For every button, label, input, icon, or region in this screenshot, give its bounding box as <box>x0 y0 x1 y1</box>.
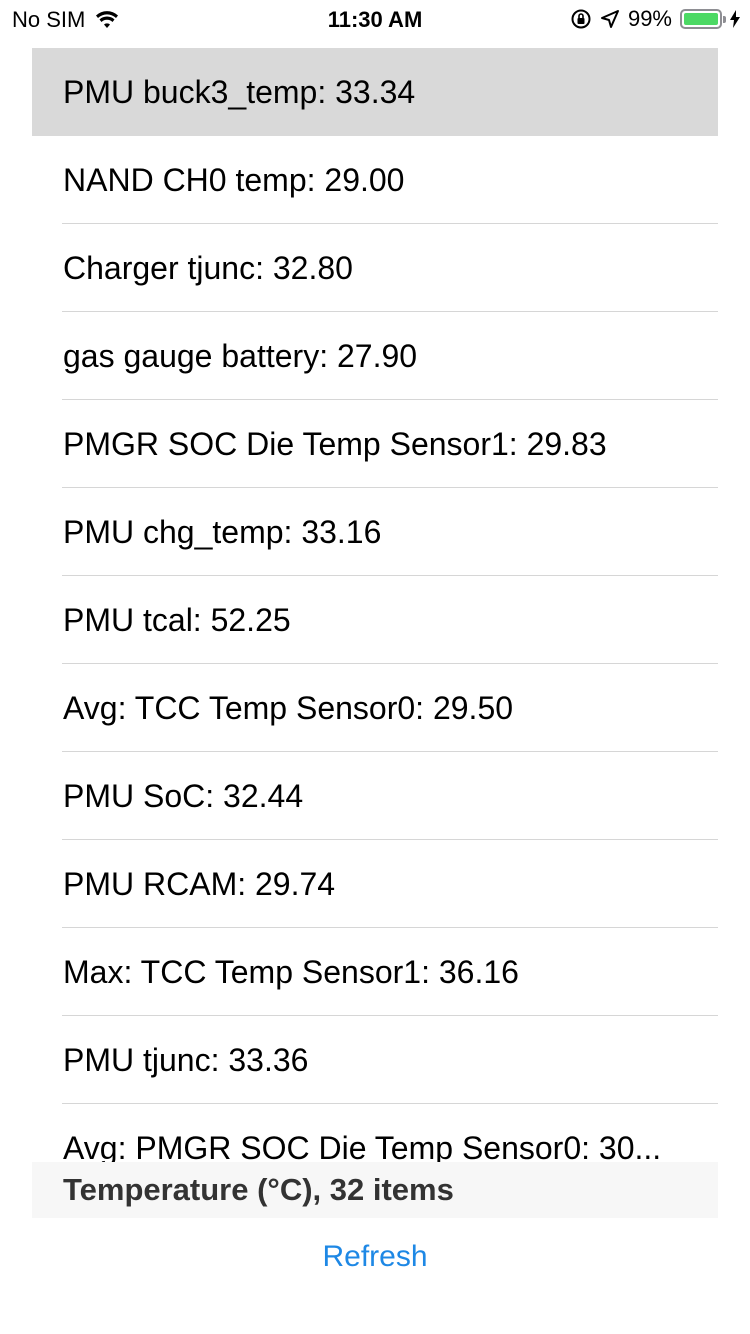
battery-icon <box>680 9 726 29</box>
row-separator <box>62 1015 718 1016</box>
battery-level-fill <box>684 13 718 25</box>
row-separator <box>62 927 718 928</box>
list-item-label: PMU tcal: 52.25 <box>63 601 291 638</box>
list-item-label: Avg: PMGR SOC Die Temp Sensor0: 30... <box>63 1129 662 1163</box>
sensor-list[interactable]: PMU buck3_temp: 33.34 NAND CH0 temp: 29.0… <box>32 48 718 1162</box>
refresh-button[interactable]: Refresh <box>0 1240 750 1274</box>
list-item[interactable]: PMU RCAM: 29.74 <box>32 840 718 928</box>
row-separator <box>62 399 718 400</box>
row-separator <box>62 575 718 576</box>
list-item-label: gas gauge battery: 27.90 <box>63 337 418 374</box>
row-separator <box>62 311 718 312</box>
list-item-label: PMGR SOC Die Temp Sensor1: 29.83 <box>63 425 607 462</box>
list-item-label: PMU chg_temp: 33.16 <box>63 513 382 550</box>
row-separator <box>62 487 718 488</box>
row-separator <box>62 223 718 224</box>
list-item[interactable]: gas gauge battery: 27.90 <box>32 312 718 400</box>
status-left: No SIM <box>12 7 119 33</box>
carrier-label: No SIM <box>12 7 86 32</box>
row-separator <box>62 751 718 752</box>
refresh-label: Refresh <box>322 1240 428 1273</box>
list-item[interactable]: Avg: PMGR SOC Die Temp Sensor0: 30... <box>32 1104 718 1163</box>
location-arrow-icon <box>600 9 620 29</box>
list-item-label: Charger tjunc: 32.80 <box>63 249 353 286</box>
list-item[interactable]: PMU tjunc: 33.36 <box>32 1016 718 1104</box>
section-title: Temperature (°C), 32 items <box>63 1172 454 1207</box>
section-header: Temperature (°C), 32 items <box>32 1162 718 1218</box>
row-separator <box>62 1103 718 1104</box>
battery-tip <box>723 16 726 23</box>
list-item-label: PMU tjunc: 33.36 <box>63 1041 309 1078</box>
status-bar: No SIM 11:30 AM 99% <box>0 0 750 40</box>
list-item-label: PMU SoC: 32.44 <box>63 777 304 814</box>
battery-percent: 99% <box>627 6 672 31</box>
list-item-label: PMU buck3_temp: 33.34 <box>63 73 416 110</box>
wifi-icon <box>95 11 119 29</box>
list-item[interactable]: PMGR SOC Die Temp Sensor1: 29.83 <box>32 400 718 488</box>
status-right: 99% <box>570 6 740 32</box>
list-item[interactable]: NAND CH0 temp: 29.00 <box>32 136 718 224</box>
list-item-label: Avg: TCC Temp Sensor0: 29.50 <box>63 689 514 726</box>
list-item-label: NAND CH0 temp: 29.00 <box>63 161 405 198</box>
list-item[interactable]: PMU chg_temp: 33.16 <box>32 488 718 576</box>
list-item[interactable]: Charger tjunc: 32.80 <box>32 224 718 312</box>
orientation-lock-icon <box>570 8 592 30</box>
list-item[interactable]: PMU buck3_temp: 33.34 <box>32 48 718 136</box>
list-item[interactable]: PMU tcal: 52.25 <box>32 576 718 664</box>
list-item[interactable]: PMU SoC: 32.44 <box>32 752 718 840</box>
list-item[interactable]: Avg: TCC Temp Sensor0: 29.50 <box>32 664 718 752</box>
list-item-label: PMU RCAM: 29.74 <box>63 865 336 902</box>
list-item-label: Max: TCC Temp Sensor1: 36.16 <box>63 953 519 990</box>
charging-bolt-icon <box>730 10 740 28</box>
row-separator <box>62 839 718 840</box>
row-separator <box>62 663 718 664</box>
list-item[interactable]: Max: TCC Temp Sensor1: 36.16 <box>32 928 718 1016</box>
clock: 11:30 AM <box>327 7 423 32</box>
